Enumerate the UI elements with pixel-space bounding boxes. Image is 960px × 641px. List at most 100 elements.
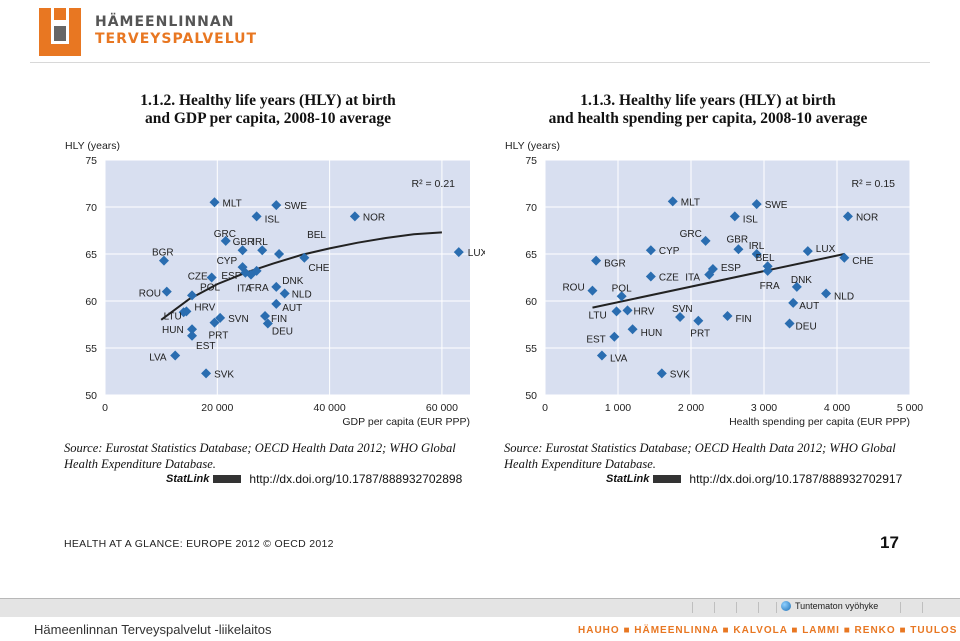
data-point: [271, 298, 282, 309]
data-point: [260, 311, 271, 322]
y-tick-label: 65: [85, 249, 97, 261]
data-point-label: BEL: [307, 230, 326, 241]
security-zone-indicator[interactable]: Tuntematon vyöhyke: [781, 601, 878, 611]
status-cell-divider: [776, 602, 777, 613]
data-point: [274, 249, 285, 259]
data-point: [675, 311, 686, 322]
data-point: [842, 211, 853, 222]
data-point-label: DNK: [282, 276, 303, 287]
figure-left-title-line2: and GDP per capita, 2008-10 average: [145, 110, 391, 127]
data-point-label: ITA: [685, 273, 700, 284]
data-point-label: ITA: [237, 284, 252, 295]
data-point: [206, 272, 217, 283]
data-point: [656, 368, 667, 379]
figure-left: 1.1.2. Healthy life years (HLY) at birth…: [58, 92, 478, 128]
data-point-label: ESP: [221, 271, 241, 282]
data-point-label: DEU: [272, 327, 293, 338]
figure-right-statlink: StatLink http://dx.doi.org/10.1787/88893…: [606, 472, 902, 486]
data-point: [271, 281, 282, 292]
data-point-label: FRA: [760, 281, 780, 292]
org-name-line2: TERVEYSPALVELUT: [95, 31, 258, 47]
figure-left-source-line1: Source: Eurostat Statistics Database; OE…: [64, 441, 456, 455]
figure-right-source-line2: Health Expenditure Database.: [504, 457, 656, 471]
data-point: [821, 288, 832, 299]
data-point-label: FIN: [736, 314, 752, 325]
data-point: [251, 265, 262, 276]
x-tick-label: 20 000: [201, 402, 233, 414]
data-point-label: POL: [200, 282, 220, 293]
data-point-label: GRC: [214, 229, 236, 240]
data-point-label: PRT: [690, 329, 710, 340]
security-zone-label: Tuntematon vyöhyke: [795, 601, 879, 611]
data-point-label: MLT: [223, 198, 242, 209]
publication-footer: HEALTH AT A GLANCE: EUROPE 2012 © OECD 2…: [64, 538, 334, 550]
data-point: [251, 211, 262, 222]
data-point: [257, 245, 268, 256]
data-point-label: ROU: [139, 289, 161, 300]
data-point-label: CZE: [659, 273, 679, 284]
data-point: [201, 368, 212, 379]
status-cell-divider: [758, 602, 759, 613]
municipality-list: HAUHO ■ HÄMEENLINNA ■ KALVOLA ■ LAMMI ■ …: [578, 625, 958, 636]
data-point-label: SVK: [670, 369, 690, 380]
data-point-label: HRV: [633, 306, 654, 317]
data-point-label: HUN: [162, 325, 184, 336]
data-point-label: POL: [612, 283, 632, 294]
x-tick-label: 60 000: [426, 402, 458, 414]
data-point-label: ISL: [265, 214, 280, 225]
data-point: [627, 324, 638, 335]
status-cell-divider: [692, 602, 693, 613]
data-point: [237, 245, 248, 256]
figure-left-statlink-url[interactable]: http://dx.doi.org/10.1787/888932702898: [249, 472, 463, 486]
figure-left-title-line1: 1.1.2. Healthy life years (HLY) at birth: [140, 92, 396, 109]
data-point: [784, 318, 795, 329]
data-point: [802, 246, 813, 257]
status-cell-divider: [736, 602, 737, 613]
data-point-label: FIN: [271, 314, 287, 325]
x-tick-label: 1 000: [605, 402, 631, 414]
figure-left-source: Source: Eurostat Statistics Database; OE…: [64, 440, 470, 472]
y-tick-label: 65: [525, 249, 537, 261]
statlink-logo: StatLink: [606, 473, 650, 485]
data-point: [187, 324, 198, 335]
x-tick-label: 40 000: [314, 402, 346, 414]
data-point: [616, 291, 627, 302]
data-point-label: AUT: [799, 301, 819, 312]
data-point-label: AUT: [282, 303, 302, 314]
trend-line: [160, 231, 442, 321]
data-point: [729, 211, 740, 222]
data-point: [788, 297, 799, 308]
data-point: [791, 281, 802, 292]
data-point: [645, 245, 656, 256]
x-axis-label: Health spending per capita (EUR PPP): [729, 416, 910, 428]
data-point: [609, 331, 620, 342]
data-point: [762, 265, 773, 276]
x-tick-label: 0: [102, 402, 108, 414]
figure-right-statlink-url[interactable]: http://dx.doi.org/10.1787/888932702917: [689, 472, 903, 486]
data-point-label: SVN: [228, 314, 249, 325]
data-point-label: NLD: [292, 289, 312, 300]
status-cell-divider: [714, 602, 715, 613]
organization-name: HÄMEENLINNAN TERVEYSPALVELUT: [95, 14, 257, 48]
data-point-label: IRL: [749, 241, 765, 252]
data-point: [209, 197, 220, 208]
data-point: [187, 290, 198, 301]
figure-left-source-line2: Health Expenditure Database.: [64, 457, 216, 471]
data-point-label: LUX: [816, 244, 836, 255]
data-point-label: IRL: [252, 237, 268, 248]
data-point-label: SVK: [214, 369, 234, 380]
data-point-label: HUN: [641, 328, 663, 339]
data-point-label: GRC: [680, 229, 702, 240]
data-point: [751, 199, 762, 210]
data-point: [704, 269, 715, 280]
data-point-label: SWE: [284, 201, 307, 212]
data-point: [349, 211, 360, 222]
data-point-label: NLD: [834, 291, 854, 302]
data-point-label: BGR: [604, 259, 626, 270]
data-point-label: EST: [196, 341, 215, 352]
data-point: [733, 244, 744, 255]
data-point-label: HRV: [194, 302, 215, 313]
data-point: [645, 271, 656, 282]
y-tick-label: 75: [85, 155, 97, 167]
y-tick-label: 55: [85, 343, 97, 355]
